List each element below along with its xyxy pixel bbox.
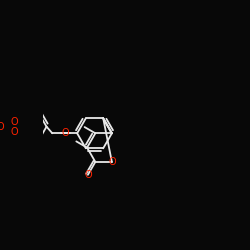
Text: O: O — [84, 170, 92, 180]
Text: O: O — [108, 157, 116, 167]
Text: O: O — [11, 117, 18, 127]
Text: O: O — [62, 128, 69, 138]
Text: O: O — [0, 122, 4, 132]
Text: O: O — [11, 127, 18, 137]
